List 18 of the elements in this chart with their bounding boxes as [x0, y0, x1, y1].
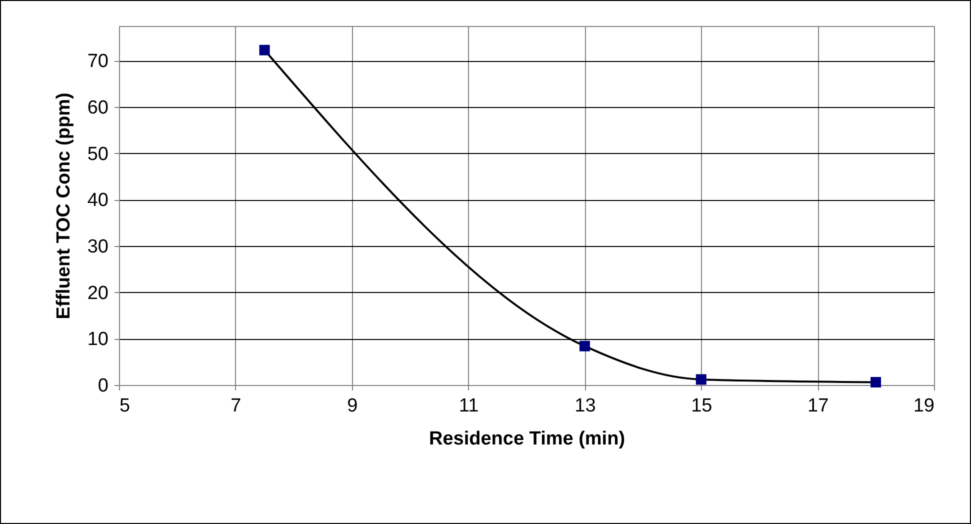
y-tick-label: 20 [87, 282, 108, 304]
x-tick-label: 19 [913, 396, 934, 416]
y-tick-label: 30 [87, 236, 108, 258]
x-tick-label: 11 [458, 396, 479, 416]
y-tick-label: 10 [87, 329, 108, 350]
x-tick-label: 9 [347, 396, 358, 416]
y-axis-title: Effluent TOC Conc (ppm) [53, 92, 74, 320]
y-tick-label: 70 [87, 51, 108, 72]
x-tick-label: 17 [808, 396, 829, 416]
y-tick-label: 50 [87, 144, 108, 165]
x-tick-label: 13 [574, 396, 596, 416]
y-tick-label: 40 [87, 190, 108, 212]
y-tick-label: 60 [87, 98, 108, 119]
y-tick-label: 0 [98, 376, 108, 396]
x-axis-title: Residence Time (min) [428, 428, 626, 450]
x-tick-label: 15 [691, 396, 712, 416]
x-tick-label: 7 [230, 396, 242, 416]
x-tick-label: 5 [120, 396, 130, 416]
